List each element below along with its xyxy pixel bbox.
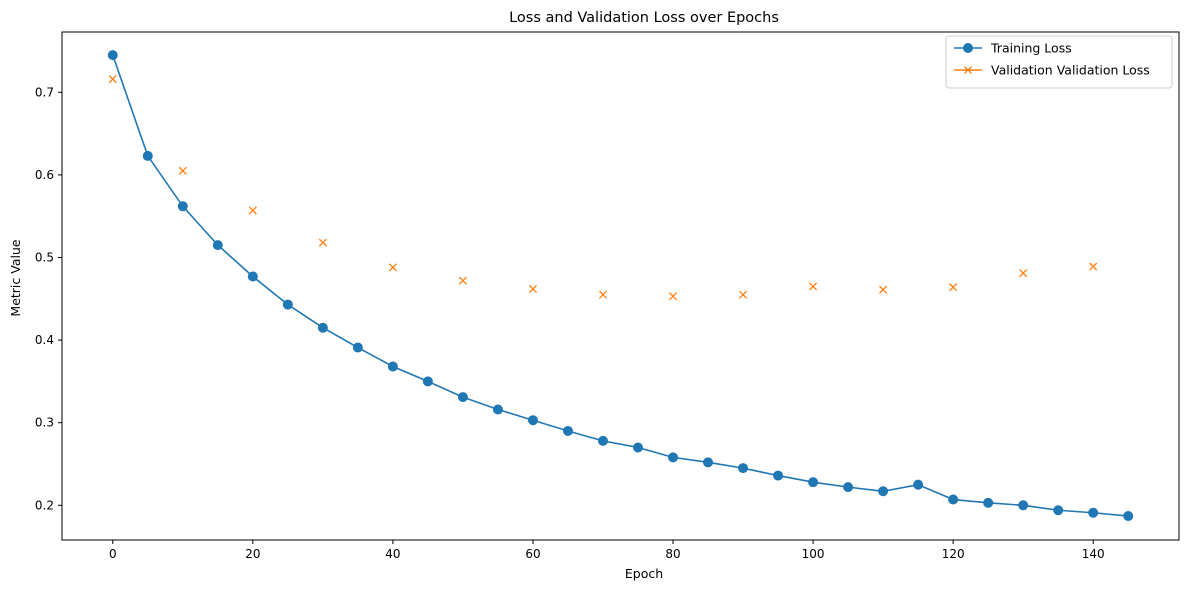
- legend-entry: Training Loss: [954, 41, 1072, 56]
- legend-box: [945, 35, 1173, 89]
- data-point: [107, 50, 118, 61]
- data-point: [949, 283, 958, 292]
- data-point: [352, 342, 363, 353]
- data-point: [843, 482, 854, 493]
- data-point: [1018, 500, 1029, 511]
- data-point: [527, 415, 538, 426]
- data-point: [948, 494, 959, 505]
- data-point: [773, 470, 784, 481]
- x-tick-label: 80: [665, 547, 680, 561]
- x-tick-label: 20: [245, 547, 260, 561]
- data-point: [492, 404, 503, 415]
- legend: Training Loss Validation Validation Loss: [945, 35, 1173, 89]
- data-point: [633, 442, 644, 453]
- data-point: [668, 292, 678, 301]
- data-point: [1123, 511, 1134, 522]
- chart-title: Loss and Validation Loss over Epochs: [509, 10, 779, 26]
- data-point: [317, 322, 328, 333]
- data-point: [387, 361, 398, 372]
- y-axis: 0.2 0.3 0.4 0.5 0.6 0.7: [35, 85, 62, 512]
- data-point: [247, 271, 258, 282]
- y-tick-label: 0.7: [35, 85, 54, 99]
- series-line: [112, 54, 1129, 517]
- data-point: [458, 276, 467, 285]
- data-point: [808, 477, 819, 488]
- data-point: [248, 206, 257, 215]
- y-tick-label: 0.3: [35, 416, 54, 430]
- legend-marker: [963, 65, 973, 75]
- data-point: [878, 486, 889, 497]
- x-tick-label: 60: [525, 547, 540, 561]
- data-point: [913, 479, 924, 490]
- series-1: [107, 50, 1134, 522]
- data-point: [178, 166, 187, 175]
- data-point: [983, 497, 994, 508]
- data-point: [457, 392, 468, 403]
- data-point: [738, 290, 748, 299]
- data-point: [422, 376, 433, 387]
- data-point: [668, 452, 679, 463]
- data-point: [108, 75, 117, 84]
- data-point: [388, 263, 397, 272]
- plot-frame: [61, 31, 1180, 541]
- y-tick-label: 0.4: [35, 333, 54, 347]
- data-point: [212, 240, 223, 251]
- data-point: [879, 285, 888, 294]
- data-point: [177, 201, 188, 212]
- data-point: [597, 435, 608, 446]
- legend-marker: [963, 43, 973, 53]
- data-point: [282, 299, 293, 310]
- x-tick-label: 40: [385, 547, 400, 561]
- legend-label: Training Loss: [990, 41, 1072, 56]
- x-axis: 0 20 40 60 80 100 120 140: [109, 540, 1105, 561]
- data-point: [703, 457, 714, 468]
- data-point: [528, 284, 538, 293]
- plot-content: [107, 50, 1134, 522]
- x-tick-label: 120: [942, 547, 965, 561]
- x-tick-label: 100: [802, 547, 825, 561]
- data-point: [1019, 269, 1028, 278]
- x-tick-label: 140: [1082, 547, 1105, 561]
- data-point: [318, 238, 327, 247]
- data-point: [1089, 262, 1098, 271]
- legend-entry: Validation Validation Loss: [954, 63, 1150, 78]
- data-point: [738, 463, 749, 474]
- data-point: [562, 425, 573, 436]
- data-point: [809, 282, 818, 291]
- series-2: [108, 75, 1098, 301]
- legend-label: Validation Validation Loss: [991, 63, 1150, 78]
- data-point: [1088, 507, 1099, 518]
- y-axis-label: Metric Value: [8, 239, 23, 316]
- data-point: [142, 150, 153, 161]
- data-point: [1053, 505, 1064, 516]
- x-tick-label: 0: [109, 547, 117, 561]
- y-tick-label: 0.5: [35, 251, 54, 265]
- y-tick-label: 0.2: [35, 498, 54, 512]
- y-tick-label: 0.6: [35, 168, 54, 182]
- x-axis-label: Epoch: [625, 566, 663, 581]
- data-point: [598, 290, 608, 299]
